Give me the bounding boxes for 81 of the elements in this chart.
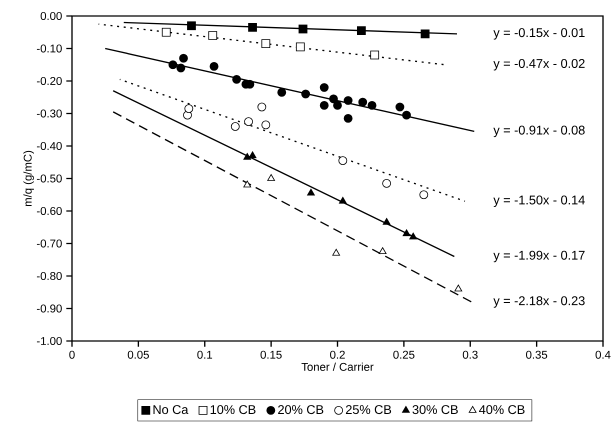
y-axis-title: m/q (g/mC) (23, 150, 34, 206)
legend-label: 30% CB (412, 405, 458, 414)
annotation: y = -2.18x - 0.23 (493, 296, 585, 308)
point (243, 180, 252, 188)
point (248, 151, 256, 158)
point (168, 60, 178, 70)
annotation: y = -0.15x - 0.01 (493, 28, 585, 40)
point (409, 232, 418, 240)
y-tick-label: -0.40 (36, 142, 62, 150)
y-tick-label: -0.70 (36, 239, 62, 248)
point (244, 117, 253, 126)
y-tick-label: -0.10 (36, 44, 62, 52)
annotation: y = -1.50x - 0.14 (493, 196, 585, 207)
legend-label: 10% CB (210, 405, 256, 414)
point (454, 284, 462, 292)
point (402, 110, 411, 120)
x-tick-label: 0.15 (260, 350, 282, 359)
y-tick-label: -0.90 (36, 304, 62, 313)
x-tick-label: 0.1 (197, 350, 212, 359)
point (332, 248, 340, 256)
x-axis-title: Toner / Carrier (302, 362, 374, 371)
y-tick-label: -0.50 (36, 174, 62, 182)
x-tick-label: 0.35 (526, 350, 548, 359)
x-tick-label: 0.4 (596, 350, 611, 359)
point (232, 74, 242, 84)
point (344, 114, 353, 123)
point (378, 247, 387, 254)
x-tick-label: 0.25 (393, 350, 414, 359)
point (187, 21, 196, 30)
y-tick-label: -0.60 (36, 206, 62, 216)
y-tick-label: 0.00 (40, 12, 62, 20)
point (267, 174, 275, 181)
point (333, 100, 342, 110)
point (179, 54, 188, 63)
point (184, 104, 194, 114)
point (338, 156, 348, 166)
y-tick-label: -0.30 (36, 109, 62, 118)
legend-label: 20% CB (278, 405, 324, 414)
point (277, 88, 286, 97)
point (301, 90, 310, 98)
point (420, 29, 430, 38)
point (338, 196, 347, 204)
point (358, 98, 368, 107)
point (320, 83, 329, 92)
legend-label: 25% CB (346, 405, 392, 414)
point (210, 62, 218, 71)
point (370, 50, 380, 60)
point (382, 218, 390, 225)
point (307, 188, 315, 196)
point (419, 190, 428, 200)
point (368, 100, 376, 110)
annotation: y = -0.47x - 0.02 (493, 59, 585, 70)
point (298, 24, 308, 34)
point (208, 31, 218, 40)
legend-label: No Ca (154, 405, 188, 414)
point (176, 64, 186, 72)
point (402, 229, 410, 236)
point (396, 102, 404, 112)
point (382, 178, 392, 188)
y-tick-label: -0.20 (36, 76, 62, 85)
annotation: y = -1.99x - 0.17 (493, 250, 585, 262)
point (357, 26, 366, 36)
point (329, 94, 338, 104)
y-tick-label: -0.80 (36, 272, 62, 280)
point (344, 96, 353, 105)
point (320, 100, 329, 110)
point (261, 39, 270, 48)
point (230, 122, 240, 131)
x-tick-label: 0.2 (330, 350, 345, 359)
point (248, 22, 257, 32)
legend-label: 40% CB (479, 405, 525, 414)
annotation: y = -0.91x - 0.08 (493, 126, 585, 138)
point (261, 120, 270, 130)
point (243, 152, 252, 160)
y-tick-label: -1.00 (36, 336, 62, 346)
x-tick-label: 0.3 (462, 350, 478, 359)
point (296, 42, 305, 52)
x-tick-label: 0 (69, 350, 75, 359)
point (257, 102, 266, 112)
x-tick-label: 0.05 (128, 350, 149, 359)
point (162, 28, 171, 37)
